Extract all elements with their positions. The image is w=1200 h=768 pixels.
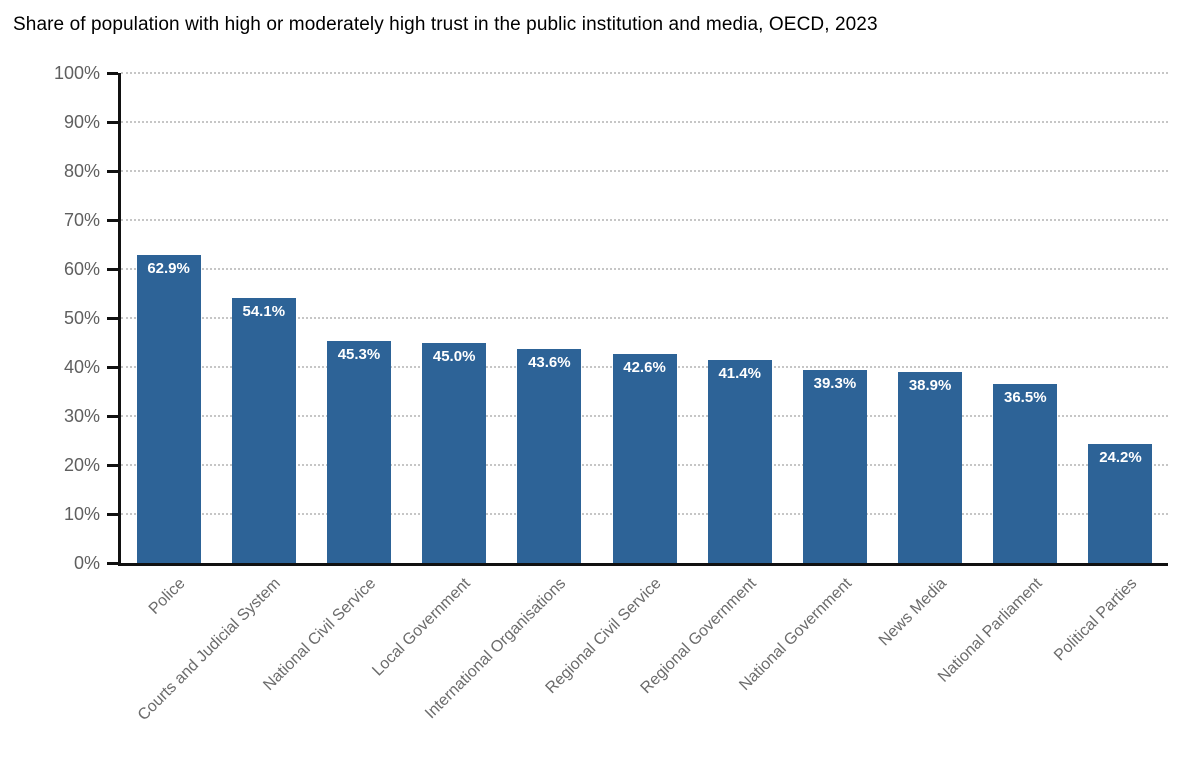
bar-band: 38.9% [883, 73, 978, 563]
bar-band: 39.3% [787, 73, 882, 563]
bar-national-government: 39.3% [802, 370, 867, 563]
bar-value-label: 24.2% [1099, 449, 1142, 467]
plot-area: 62.9% 54.1% 45.3% 45.0% 43.6% 42.6% 41.4% 39.3%… [118, 72, 1168, 566]
gridline [121, 219, 1168, 221]
y-tick-label: 10% [63, 504, 100, 524]
bar-band: 41.4% [692, 73, 787, 563]
bar-value-label: 54.1% [242, 302, 286, 320]
gridline [121, 121, 1168, 123]
x-tick-label-news-media: News Media [875, 575, 951, 650]
bar-series: 62.9% 54.1% 45.3% 45.0% 43.6% 42.6% 41.4% 39.3%… [121, 73, 1168, 563]
bar-national-civil-service: 45.3% [326, 341, 391, 563]
bar-band: 45.3% [311, 73, 406, 563]
bar-national-parliament: 36.5% [993, 384, 1058, 563]
x-tick-label-local-government: Local Government [369, 575, 475, 680]
y-tick-label: 50% [63, 308, 100, 328]
y-tick-label: 0% [73, 553, 100, 573]
bar-band: 42.6% [597, 73, 692, 563]
y-tick-mark [107, 513, 118, 516]
y-tick-mark [107, 366, 118, 369]
y-tick-label: 90% [63, 112, 100, 132]
bar-band: 45.0% [407, 73, 502, 563]
bar-value-label: 62.9% [147, 259, 190, 277]
bar-regional-civil-service: 42.6% [612, 354, 677, 563]
bar-band: 54.1% [216, 73, 311, 563]
bar-political-parties: 24.2% [1088, 444, 1153, 563]
bar-band: 24.2% [1073, 73, 1168, 563]
y-tick-label: 70% [63, 210, 100, 230]
y-tick-label: 60% [63, 259, 100, 279]
bar-value-label: 36.5% [1004, 389, 1047, 407]
x-tick-label-national-parliament: National Parliament [934, 575, 1046, 686]
bar-courts-and-judicial-system: 54.1% [231, 297, 296, 563]
y-tick-mark [107, 219, 118, 222]
y-tick-label: 40% [63, 357, 100, 377]
chart-title: Share of population with high or moderat… [13, 14, 878, 35]
y-tick-mark [107, 268, 118, 271]
gridline [121, 170, 1168, 172]
bar-value-label: 43.6% [528, 354, 571, 372]
y-tick-label: 80% [63, 161, 100, 181]
y-tick-label: 20% [63, 455, 100, 475]
bar-value-label: 39.3% [813, 375, 857, 393]
gridline [121, 268, 1168, 270]
gridline [121, 317, 1168, 319]
gridline [121, 72, 1168, 74]
y-tick-mark [107, 464, 118, 467]
y-tick-mark [107, 317, 118, 320]
y-tick-mark [107, 121, 118, 124]
bar-band: 36.5% [978, 73, 1073, 563]
y-tick-mark [107, 170, 118, 173]
bar-band: 62.9% [121, 73, 216, 563]
x-tick-label-political-parties: Political Parties [1051, 575, 1141, 665]
bar-value-label: 41.4% [718, 365, 761, 383]
y-tick-label: 100% [53, 63, 100, 83]
bar-local-government: 45.0% [422, 342, 487, 563]
bar-value-label: 38.9% [908, 377, 952, 395]
y-tick-mark [107, 415, 118, 418]
bar-value-label: 42.6% [623, 359, 666, 377]
bar-band: 43.6% [502, 73, 597, 563]
bar-international-organisations: 43.6% [517, 349, 582, 563]
y-tick-label: 30% [63, 406, 100, 426]
y-tick-mark [107, 72, 118, 75]
y-tick-mark [107, 562, 118, 565]
bar-police: 62.9% [136, 254, 201, 563]
bar-value-label: 45.3% [337, 346, 381, 364]
bar-news-media: 38.9% [898, 372, 963, 563]
bar-value-label: 45.0% [432, 347, 476, 365]
x-tick-label-police: Police [145, 575, 189, 618]
bar-regional-government: 41.4% [707, 360, 772, 563]
